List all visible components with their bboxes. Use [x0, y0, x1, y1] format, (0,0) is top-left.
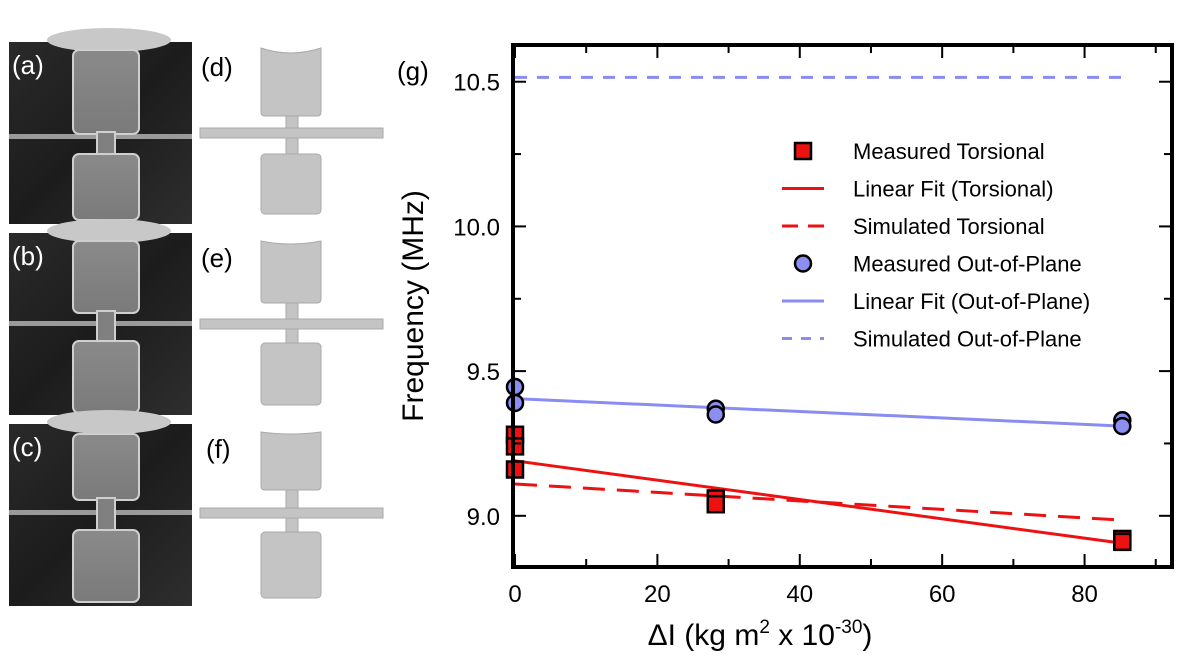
x-tick-label-4: 80 — [1071, 581, 1098, 608]
x-axis-title-mid: x 10 — [770, 619, 835, 652]
sem-panel-c: (c) — [9, 410, 192, 606]
legend-label: Simulated Out-of-Plane — [853, 327, 1082, 352]
axis-ticks: 0 20 40 60 80 9.0 9.5 10.0 10.5 — [453, 47, 1170, 608]
legend-swatch-circle — [793, 254, 813, 273]
series-line-4 — [514, 397, 1123, 428]
sim-panel-e: (e) — [199, 240, 384, 406]
torsional-point-4 — [706, 494, 726, 514]
panel-label-a: (a) — [12, 50, 44, 80]
legend: Measured Torsional Linear Fit (Torsional)… — [782, 139, 1090, 352]
x-axis-title-end: ) — [862, 619, 872, 652]
y-tick-label-3: 10.5 — [453, 70, 500, 97]
x-axis-title-sup2: -30 — [835, 617, 862, 638]
sem-panel-b: (b) — [9, 219, 192, 415]
y-tick-label-2: 10.0 — [453, 214, 500, 241]
x-tick-label-0: 0 — [508, 581, 521, 608]
legend-label: Linear Fit (Out-of-Plane) — [853, 289, 1090, 314]
x-axis-title: ΔI (kg m2 x 10-30) — [648, 617, 873, 652]
legend-item-1: Linear Fit (Torsional) — [782, 177, 1054, 202]
y-tick-label-0: 9.0 — [467, 504, 500, 531]
series-line-1 — [514, 459, 1123, 545]
legend-label: Simulated Torsional — [853, 214, 1045, 239]
y-axis-title: Frequency (MHz) — [397, 190, 430, 422]
sim-panel-f: (f) — [199, 431, 384, 599]
x-tick-label-3: 60 — [929, 581, 956, 608]
x-tick-label-2: 40 — [786, 581, 813, 608]
sim-panel-d: (d) — [199, 47, 384, 215]
panel-label-b: (b) — [12, 241, 44, 271]
legend-item-5: Simulated Out-of-Plane — [782, 327, 1082, 352]
chart-g: (g) 0 20 40 60 80 9.0 9.5 10.0 10.5 Frequency (M… — [397, 43, 1174, 652]
legend-label: Measured Out-of-Plane — [853, 252, 1082, 277]
panel-label-g: (g) — [397, 56, 429, 86]
torsional-point-6 — [1113, 532, 1132, 552]
sem-panel-a: (a) — [9, 28, 192, 224]
outofplane-point-5 — [1113, 416, 1132, 436]
legend-label: Linear Fit (Torsional) — [853, 177, 1054, 202]
plot-frame — [511, 43, 1174, 569]
legend-item-0: Measured Torsional — [793, 139, 1045, 164]
legend-item-2: Simulated Torsional — [782, 214, 1045, 239]
legend-item-3: Measured Out-of-Plane — [793, 252, 1082, 277]
x-axis-title-main: ΔI (kg m — [648, 619, 760, 652]
panel-label-d: (d) — [201, 52, 233, 82]
legend-label: Measured Torsional — [853, 139, 1045, 164]
x-axis-title-sup1: 2 — [759, 617, 770, 638]
panel-label-e: (e) — [201, 243, 233, 273]
x-tick-label-1: 20 — [644, 581, 671, 608]
panel-label-f: (f) — [206, 434, 231, 464]
legend-swatch-square — [793, 141, 813, 161]
legend-item-4: Linear Fit (Out-of-Plane) — [782, 289, 1090, 314]
panel-label-c: (c) — [12, 432, 42, 462]
outofplane-point-3 — [706, 405, 726, 424]
y-tick-label-1: 9.5 — [467, 359, 500, 386]
